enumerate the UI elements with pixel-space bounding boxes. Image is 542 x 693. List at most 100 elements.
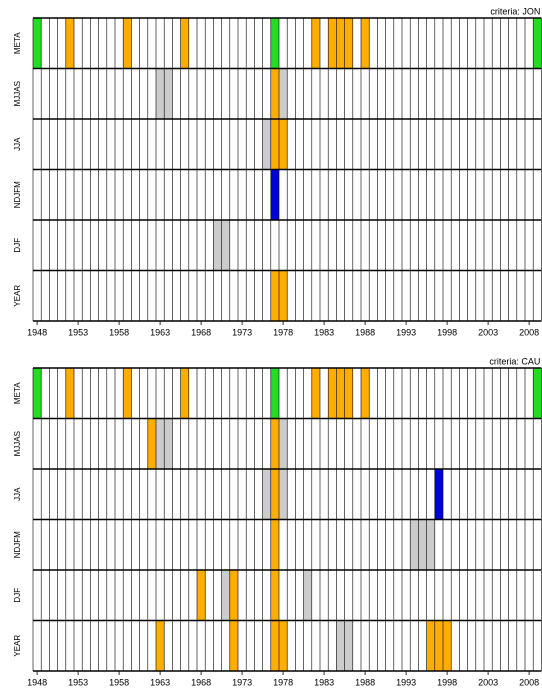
row-label: MJJAS	[13, 431, 22, 456]
cell	[328, 368, 337, 419]
cell	[533, 368, 542, 419]
cell	[164, 68, 173, 119]
x-tick-label: 1963	[150, 327, 170, 337]
x-tick-label: 1983	[314, 327, 334, 337]
x-tick-label: 1998	[437, 327, 457, 337]
cell	[270, 169, 279, 220]
cell	[180, 18, 189, 69]
cell	[123, 368, 132, 419]
cell	[311, 18, 320, 69]
cell	[270, 570, 279, 621]
cell	[426, 519, 435, 570]
cell	[270, 18, 279, 69]
row-label: YEAR	[13, 285, 22, 307]
cell	[156, 418, 165, 469]
cell	[123, 18, 132, 69]
cell	[262, 119, 271, 170]
cell	[303, 570, 312, 621]
x-tick-label: 2003	[478, 327, 498, 337]
cell	[156, 68, 165, 119]
cell	[279, 620, 288, 671]
cell	[164, 418, 173, 469]
cell	[361, 368, 370, 419]
cell	[328, 18, 337, 69]
cell	[361, 18, 370, 69]
panel-title: criteria: JON	[490, 6, 540, 16]
cell	[33, 368, 42, 419]
x-tick-label: 1948	[27, 327, 47, 337]
cell	[270, 469, 279, 520]
cell	[270, 418, 279, 469]
cell	[311, 368, 320, 419]
x-tick-label: 1953	[68, 327, 88, 337]
cell	[65, 18, 74, 69]
x-tick-label: 1963	[150, 677, 170, 687]
cell	[270, 270, 279, 321]
cell	[533, 18, 542, 69]
cell	[336, 368, 345, 419]
cell	[434, 469, 443, 520]
cell	[344, 620, 353, 671]
cell	[279, 469, 288, 520]
row-label: JJA	[13, 487, 22, 501]
x-tick-label: 1973	[232, 677, 252, 687]
cell	[270, 68, 279, 119]
cell	[213, 220, 222, 271]
x-tick-label: 1988	[355, 677, 375, 687]
cell	[336, 18, 345, 69]
cell	[229, 570, 238, 621]
x-tick-label: 1978	[273, 677, 293, 687]
x-tick-label: 1988	[355, 327, 375, 337]
cell	[434, 620, 443, 671]
row-label: DJF	[13, 238, 22, 253]
x-tick-label: 2008	[519, 327, 539, 337]
cell	[262, 469, 271, 520]
x-tick-label: 1958	[109, 327, 129, 337]
cell	[410, 519, 419, 570]
cell	[418, 519, 427, 570]
cell	[270, 519, 279, 570]
cell	[279, 418, 288, 469]
x-tick-label: 1953	[68, 677, 88, 687]
cell	[221, 220, 230, 271]
cell	[33, 18, 42, 69]
row-label: JJA	[13, 137, 22, 151]
x-tick-label: 1993	[396, 677, 416, 687]
cell	[426, 620, 435, 671]
cell	[279, 119, 288, 170]
cell	[279, 270, 288, 321]
x-tick-label: 1993	[396, 327, 416, 337]
x-tick-label: 1978	[273, 327, 293, 337]
row-label: META	[13, 32, 22, 54]
x-tick-label: 2008	[519, 677, 539, 687]
x-tick-label: 1973	[232, 327, 252, 337]
cell	[344, 368, 353, 419]
x-tick-label: 1983	[314, 677, 334, 687]
cell	[270, 620, 279, 671]
x-tick-label: 1998	[437, 677, 457, 687]
cell	[229, 620, 238, 671]
cell	[156, 620, 165, 671]
x-tick-label: 1968	[191, 677, 211, 687]
panel-title: criteria: CAU	[489, 356, 540, 366]
x-tick-label: 2003	[478, 677, 498, 687]
cell	[443, 620, 452, 671]
cell	[279, 68, 288, 119]
cell	[336, 620, 345, 671]
cell	[344, 18, 353, 69]
cell	[270, 368, 279, 419]
row-label: NDJFM	[13, 181, 22, 208]
row-label: DJF	[13, 588, 22, 603]
row-label: NDJFM	[13, 531, 22, 558]
cell	[147, 418, 156, 469]
cell	[197, 570, 206, 621]
cell	[270, 119, 279, 170]
row-label: YEAR	[13, 635, 22, 657]
cell	[65, 368, 74, 419]
row-label: MJJAS	[13, 81, 22, 106]
cell	[221, 570, 230, 621]
x-tick-label: 1958	[109, 677, 129, 687]
x-tick-label: 1968	[191, 327, 211, 337]
